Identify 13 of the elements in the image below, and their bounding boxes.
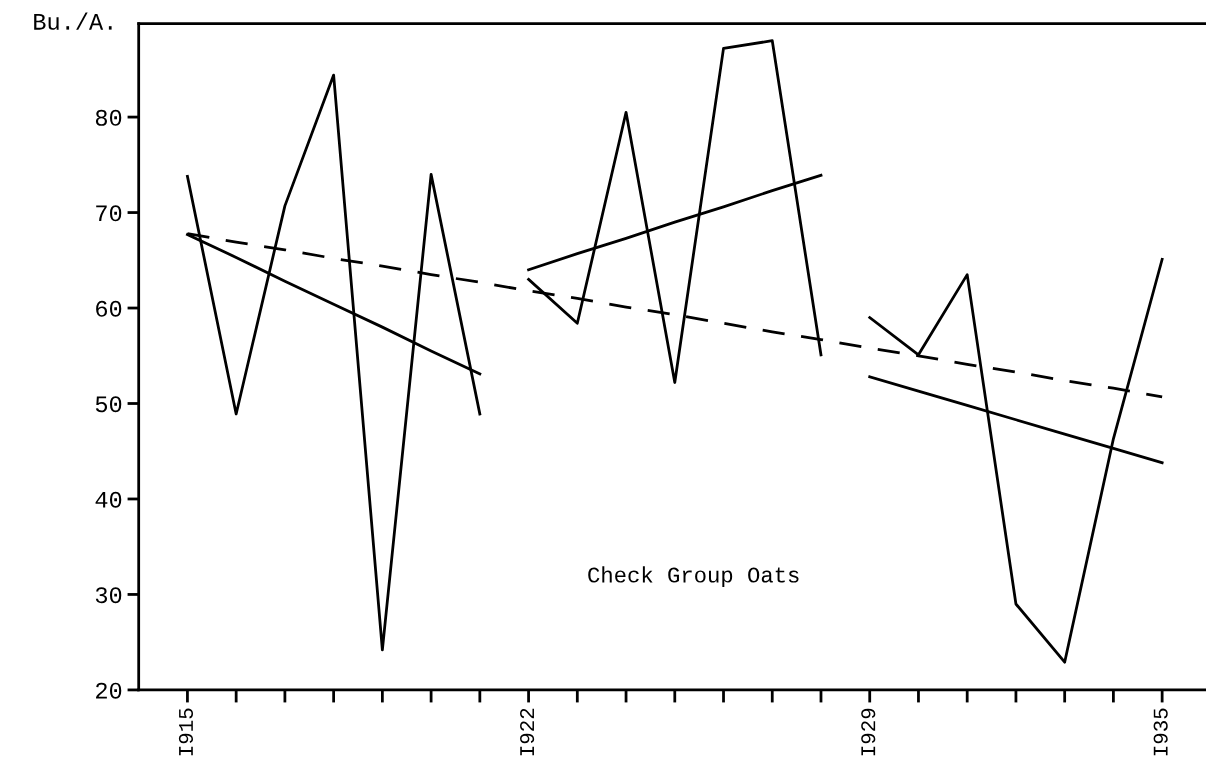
y-tick-label: 70 <box>96 205 122 222</box>
y-tick-label: 30 <box>95 587 122 604</box>
y-tick-label: 80 <box>95 109 122 126</box>
x-tick-label: I935 <box>1153 708 1168 756</box>
y-tick-label: 50 <box>95 396 122 413</box>
y-axis-title: Bu./A. <box>34 12 112 30</box>
y-tick-label: 60 <box>96 300 122 317</box>
x-tick-label: I915 <box>178 708 194 756</box>
x-tick-label: I922 <box>520 708 535 756</box>
y-tick-label: 40 <box>95 491 122 508</box>
x-tick-label: I929 <box>861 708 876 756</box>
y-tick-label: 20 <box>96 682 122 699</box>
annotation: Check Group Oats <box>588 566 799 587</box>
